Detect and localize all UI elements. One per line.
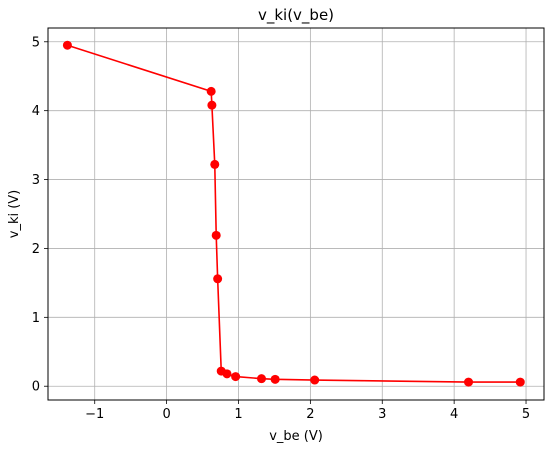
x-tick-label: 1 — [234, 407, 242, 422]
y-tick-label: 5 — [32, 35, 40, 50]
x-tick-label: 2 — [306, 407, 314, 422]
y-tick-label: 4 — [32, 104, 40, 119]
x-tick-label: 3 — [378, 407, 386, 422]
chart-title: v_ki(v_be) — [258, 6, 334, 25]
grid — [48, 28, 544, 400]
data-point — [210, 159, 220, 169]
data-point — [515, 377, 525, 387]
y-tick-label: 2 — [32, 242, 40, 257]
x-tick-label: 5 — [522, 407, 530, 422]
data-point — [231, 372, 241, 382]
y-tick-label: 0 — [32, 380, 40, 395]
x-tick-label: −1 — [85, 407, 104, 422]
data-point — [310, 375, 320, 385]
data-point — [464, 377, 474, 387]
x-tick-label: 4 — [450, 407, 458, 422]
ticks: −1 0 1 2 3 4 5 0 1 2 3 4 5 — [32, 35, 530, 422]
data-point — [270, 374, 280, 384]
y-tick-label: 1 — [32, 311, 40, 326]
data-point — [211, 230, 221, 240]
series-layer — [62, 40, 525, 387]
data-point — [213, 274, 223, 284]
x-axis-label: v_be (V) — [269, 429, 323, 444]
x-tick-label: 0 — [162, 407, 170, 422]
data-point — [62, 40, 72, 50]
data-point — [207, 100, 217, 110]
data-point — [256, 374, 266, 384]
y-axis-label: v_ki (V) — [7, 190, 22, 239]
data-point — [206, 86, 216, 96]
plot-frame — [47, 27, 545, 401]
data-point — [222, 369, 232, 379]
y-tick-label: 3 — [32, 173, 40, 188]
